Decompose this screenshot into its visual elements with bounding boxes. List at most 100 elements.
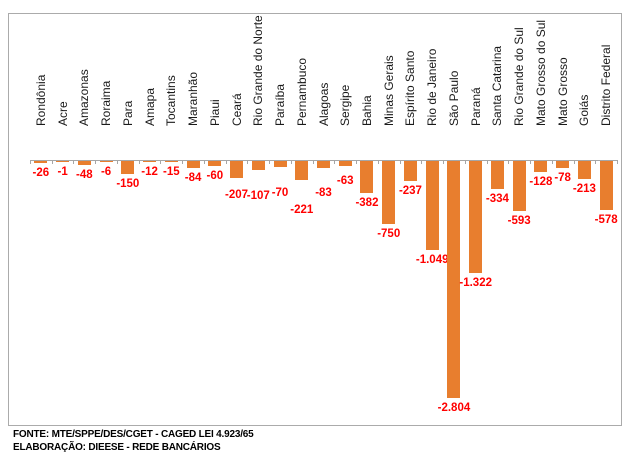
axis-tick <box>138 160 140 164</box>
bar <box>56 161 70 162</box>
bar <box>317 161 330 168</box>
axis-tick <box>203 160 205 164</box>
bar <box>447 161 461 398</box>
value-label: -63 <box>336 175 354 187</box>
axis-tick <box>160 160 162 164</box>
value-label: -207 <box>225 189 249 201</box>
axis-tick <box>51 160 53 164</box>
bar <box>534 161 548 172</box>
value-label: -382 <box>355 197 379 209</box>
bar <box>34 161 48 163</box>
axis-tick <box>399 160 401 164</box>
category-label: Roraima <box>99 80 114 126</box>
bar <box>403 161 417 181</box>
axis-tick <box>247 160 249 164</box>
bar <box>469 161 483 273</box>
category-label: Goiás <box>577 94 592 126</box>
bar <box>490 161 504 189</box>
axis-tick <box>443 160 445 164</box>
axis-tick <box>95 160 97 164</box>
category-label: Tocantins <box>164 75 179 126</box>
bar <box>360 161 374 193</box>
axis-tick <box>508 160 510 164</box>
category-axis-line <box>30 160 617 161</box>
value-label: -48 <box>76 169 93 181</box>
bar <box>599 161 613 210</box>
category-label: Paraná <box>468 87 483 126</box>
axis-tick <box>356 160 358 164</box>
bar <box>143 161 157 162</box>
axis-tick <box>73 160 75 164</box>
axis-tick <box>595 160 597 164</box>
bar <box>208 161 222 166</box>
value-label: -593 <box>507 215 531 227</box>
bar <box>273 161 287 167</box>
value-label: -60 <box>206 170 224 182</box>
axis-tick <box>269 160 271 164</box>
category-label: São Paulo <box>446 70 461 126</box>
bar <box>556 161 570 168</box>
value-label: -578 <box>594 214 618 226</box>
axis-tick <box>225 160 227 164</box>
category-label: Distrito Federal <box>599 44 614 126</box>
category-label: Alagoas <box>316 82 331 126</box>
category-label: Acre <box>55 101 70 126</box>
axis-tick <box>377 160 379 164</box>
chart-frame <box>8 13 622 426</box>
bar <box>382 161 396 224</box>
value-label: -128 <box>529 176 553 188</box>
bar <box>121 161 135 174</box>
category-label: Santa Catarina <box>490 45 505 126</box>
bar <box>512 161 526 211</box>
axis-tick <box>290 160 292 164</box>
chart-footer: FONTE: MTE/SPPE/DES/CGET - CAGED LEI 4.9… <box>13 428 254 454</box>
elaboration-line: ELABORAÇÃO: DIEESE - REDE BANCÁRIOS <box>13 442 221 453</box>
source-line: FONTE: MTE/SPPE/DES/CGET - CAGED LEI 4.9… <box>13 429 254 440</box>
bar <box>577 161 591 179</box>
bar <box>99 161 113 162</box>
category-label: Para <box>120 100 135 126</box>
axis-tick <box>573 160 575 164</box>
value-label: -237 <box>398 185 422 197</box>
value-label: -26 <box>32 167 50 179</box>
bar <box>425 161 439 250</box>
bar <box>251 161 265 170</box>
value-label: -750 <box>377 228 401 240</box>
category-label: Rio Grande do Norte <box>251 15 266 126</box>
axis-tick <box>464 160 466 164</box>
axis-tick <box>617 160 618 164</box>
value-label: -221 <box>290 204 314 216</box>
value-label: -84 <box>184 172 202 184</box>
bar <box>164 161 178 162</box>
bar <box>295 161 309 180</box>
axis-tick <box>312 160 314 164</box>
value-label: -1.322 <box>459 277 492 289</box>
category-label: Piaui <box>207 99 222 126</box>
value-label: -70 <box>271 187 289 199</box>
value-label: -150 <box>116 178 140 190</box>
category-label: Mato Grosso <box>555 57 570 126</box>
axis-tick <box>334 160 336 164</box>
axis-tick <box>182 160 184 164</box>
value-label: -15 <box>162 166 180 178</box>
category-label: Rio Grande do Sul <box>512 27 527 126</box>
bar <box>230 161 244 178</box>
value-label: -6 <box>100 166 112 178</box>
axis-tick <box>116 160 118 164</box>
value-label: -78 <box>554 172 571 184</box>
value-label: -2.804 <box>437 402 471 414</box>
axis-tick <box>30 160 31 164</box>
value-label: -1.049 <box>415 254 449 266</box>
axis-tick <box>551 160 553 164</box>
category-label: Espírito Santo <box>403 50 418 126</box>
category-label: Sergipe <box>338 84 353 126</box>
category-label: Pernambuco <box>294 57 309 126</box>
category-label: Mato Grosso do Sul <box>533 19 548 126</box>
category-label: Minas Gerais <box>381 55 396 126</box>
category-label: Rio de Janeiro <box>425 48 440 126</box>
value-label: -1 <box>57 166 68 178</box>
value-label: -12 <box>141 166 158 178</box>
category-label: Ceará <box>229 93 244 126</box>
category-label: Amapa <box>142 87 157 126</box>
